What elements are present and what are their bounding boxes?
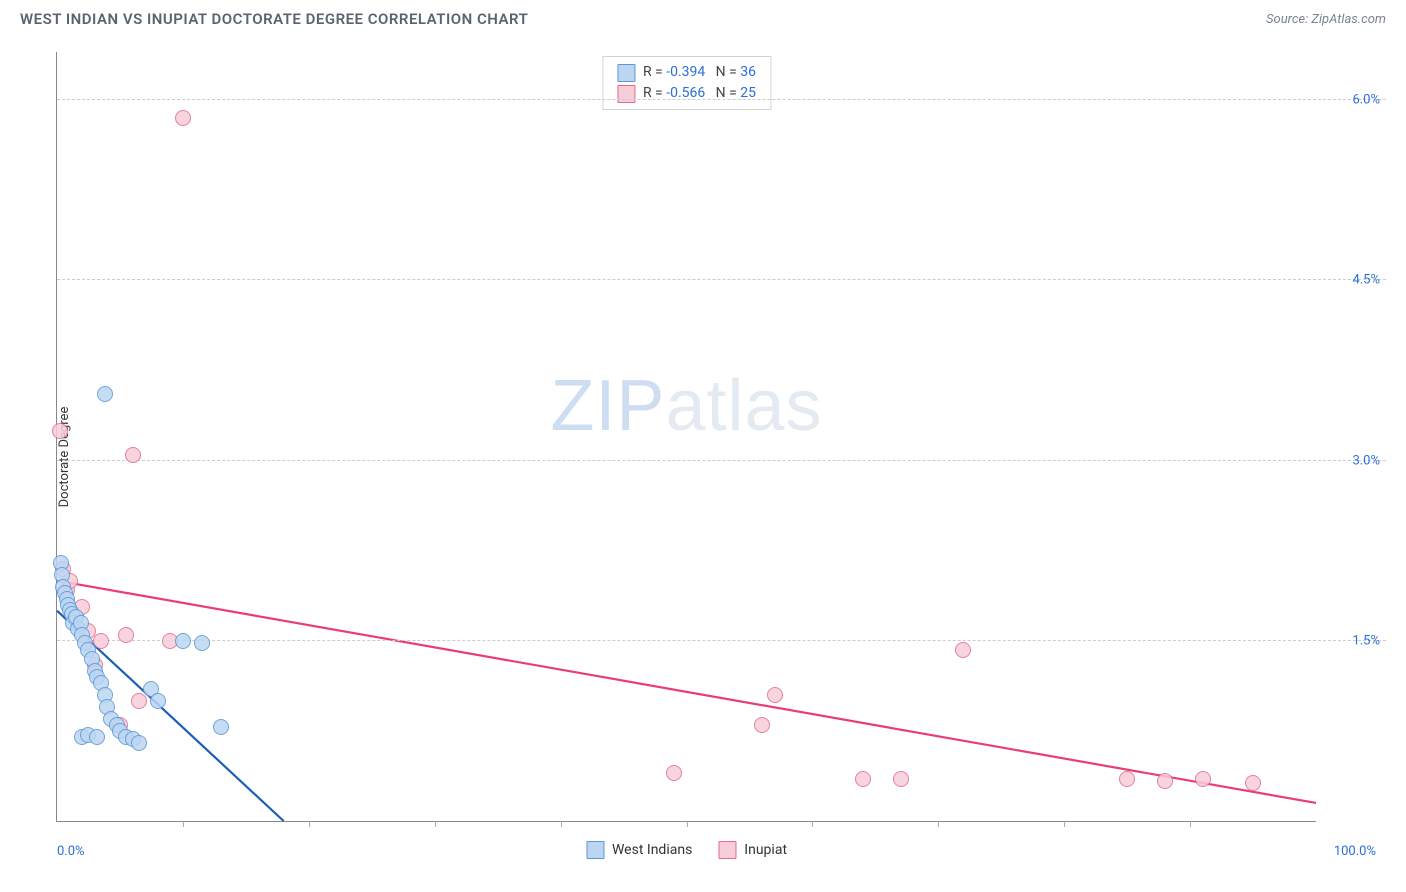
x-tick-label: 0.0% [57, 844, 85, 859]
x-tick [1064, 821, 1065, 827]
data-point [213, 719, 229, 735]
data-point [175, 110, 191, 126]
chart-container: Doctorate Degree ZIPatlas R = -0.394 N =… [20, 42, 1386, 872]
trend-line [57, 581, 1316, 803]
y-tick-label: 4.5% [1352, 273, 1380, 288]
legend-item: West Indians [586, 841, 692, 859]
legend-swatch-icon [617, 64, 635, 82]
data-point [131, 735, 147, 751]
x-tick [309, 821, 310, 827]
legend-row: R = -0.394 N = 36 [617, 62, 756, 83]
x-tick [687, 821, 688, 827]
x-tick [812, 821, 813, 827]
x-tick [561, 821, 562, 827]
data-point [767, 687, 783, 703]
data-point [1245, 775, 1261, 791]
source-attribution: Source: ZipAtlas.com [1266, 12, 1386, 27]
data-point [893, 771, 909, 787]
data-point [125, 447, 141, 463]
data-point [118, 627, 134, 643]
trend-lines [57, 52, 1316, 821]
legend-stat: R = -0.566 N = 25 [643, 83, 756, 104]
y-tick-label: 6.0% [1352, 93, 1380, 108]
legend-label: Inupiat [744, 842, 787, 858]
legend-row: R = -0.566 N = 25 [617, 83, 756, 104]
series-legend: West Indians Inupiat [586, 841, 787, 859]
y-tick-label: 1.5% [1352, 633, 1380, 648]
data-point [1119, 771, 1135, 787]
data-point [150, 693, 166, 709]
data-point [194, 635, 210, 651]
y-tick-label: 3.0% [1352, 453, 1380, 468]
x-tick [435, 821, 436, 827]
data-point [754, 717, 770, 733]
gridline [57, 460, 1386, 461]
data-point [1195, 771, 1211, 787]
data-point [666, 765, 682, 781]
data-point [52, 423, 68, 439]
data-point [89, 729, 105, 745]
scatter-plot: ZIPatlas R = -0.394 N = 36 R = -0.566 N … [56, 52, 1316, 822]
data-point [131, 693, 147, 709]
data-point [97, 386, 113, 402]
legend-label: West Indians [612, 842, 692, 858]
data-point [175, 633, 191, 649]
gridline [57, 640, 1386, 641]
data-point [855, 771, 871, 787]
page-title: WEST INDIAN VS INUPIAT DOCTORATE DEGREE … [20, 10, 528, 28]
legend-item: Inupiat [718, 841, 787, 859]
legend-swatch-icon [586, 841, 604, 859]
data-point [955, 642, 971, 658]
watermark-bold: ZIP [550, 366, 665, 446]
watermark-light: atlas [665, 366, 822, 446]
x-tick [938, 821, 939, 827]
gridline [57, 99, 1386, 100]
x-tick [1190, 821, 1191, 827]
gridline [57, 279, 1386, 280]
header: WEST INDIAN VS INUPIAT DOCTORATE DEGREE … [0, 0, 1406, 36]
legend-swatch-icon [718, 841, 736, 859]
watermark: ZIPatlas [550, 365, 822, 447]
data-point [1157, 773, 1173, 789]
legend-stat: R = -0.394 N = 36 [643, 62, 756, 83]
x-tick [183, 821, 184, 827]
correlation-legend: R = -0.394 N = 36 R = -0.566 N = 25 [602, 56, 771, 110]
x-tick-label: 100.0% [1334, 844, 1376, 859]
